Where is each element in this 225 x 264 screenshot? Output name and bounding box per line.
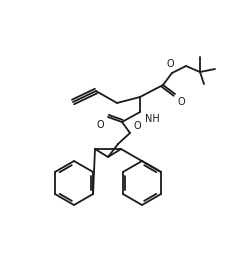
Text: O: O bbox=[133, 121, 141, 131]
Text: O: O bbox=[166, 59, 174, 69]
Text: O: O bbox=[178, 97, 186, 107]
Text: O: O bbox=[96, 120, 104, 130]
Text: NH: NH bbox=[145, 114, 160, 124]
